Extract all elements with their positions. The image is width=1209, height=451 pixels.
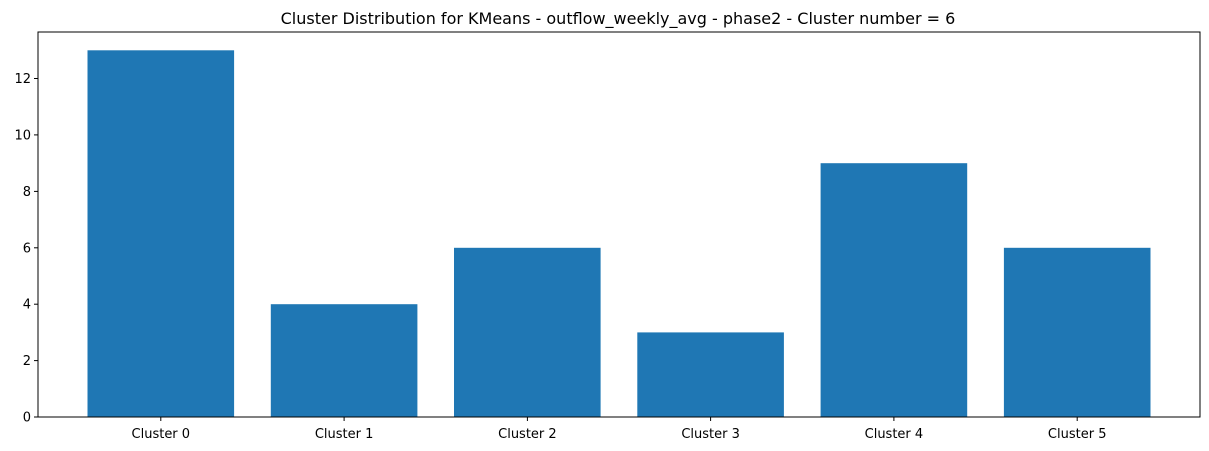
x-tick-label: Cluster 4: [865, 427, 924, 442]
bar-cluster-3: [637, 332, 784, 417]
bar-cluster-2: [454, 248, 601, 417]
x-tick-label: Cluster 0: [132, 427, 191, 442]
y-tick-label: 2: [23, 354, 31, 369]
chart-title: Cluster Distribution for KMeans - outflo…: [281, 9, 956, 29]
y-tick-label: 6: [23, 241, 31, 256]
bar-cluster-4: [821, 163, 968, 417]
x-tick-label: Cluster 1: [315, 427, 374, 442]
bar-cluster-1: [271, 304, 418, 417]
y-tick-label: 8: [23, 185, 31, 200]
x-tick-label: Cluster 5: [1048, 427, 1107, 442]
bar-cluster-5: [1004, 248, 1151, 417]
bar-cluster-0: [88, 50, 235, 417]
y-tick-label: 10: [14, 128, 31, 143]
y-tick-label: 0: [23, 411, 31, 426]
y-tick-label: 12: [14, 72, 31, 87]
y-tick-label: 4: [23, 298, 31, 313]
x-tick-label: Cluster 3: [681, 427, 740, 442]
x-tick-label: Cluster 2: [498, 427, 557, 442]
